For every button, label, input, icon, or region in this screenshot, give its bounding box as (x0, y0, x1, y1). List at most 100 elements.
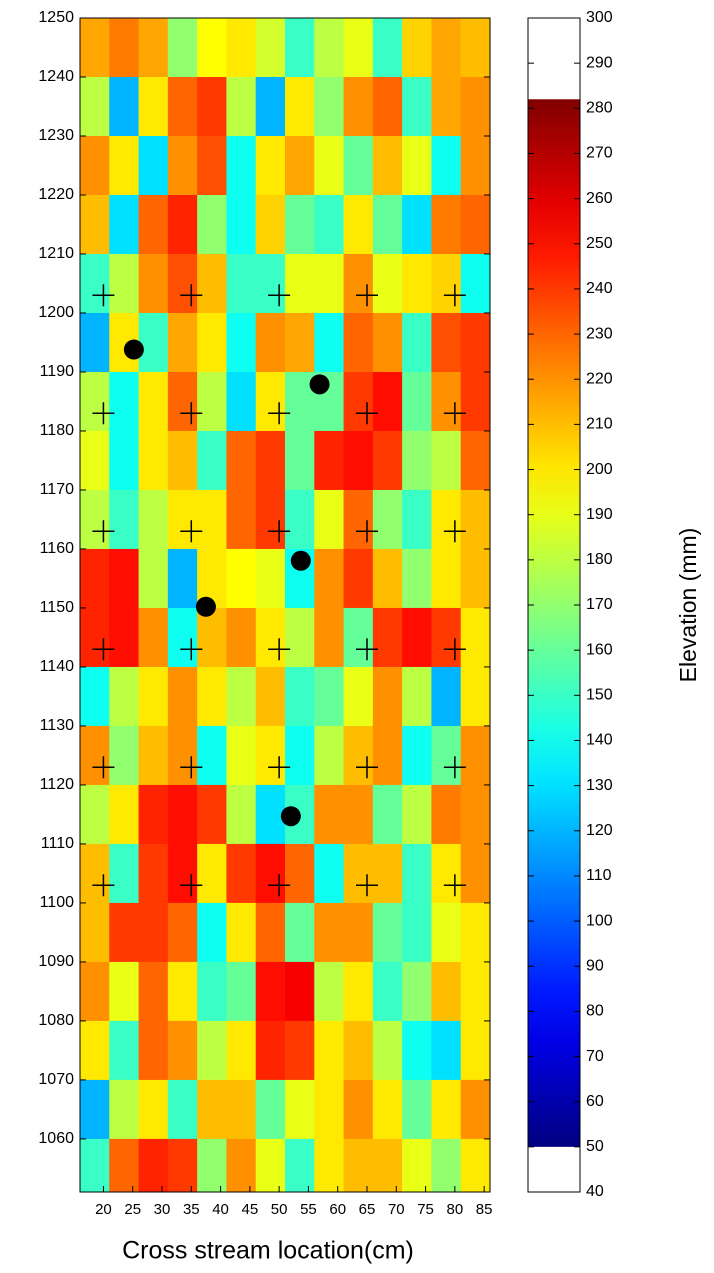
heat-cell (255, 961, 286, 1022)
heat-cell (431, 784, 462, 845)
heat-cell (197, 135, 227, 196)
heat-cell (197, 76, 227, 137)
heat-cell (314, 784, 345, 845)
heat-cell (372, 135, 403, 196)
heat-cell (431, 1138, 462, 1192)
heat-cell (226, 430, 257, 491)
heatmap (80, 18, 490, 1192)
heat-cell (80, 489, 110, 550)
heat-cell (460, 784, 490, 845)
heat-cell (460, 194, 490, 255)
heat-cell (80, 725, 110, 786)
heat-cell (226, 135, 257, 196)
heat-cell (314, 253, 345, 314)
colorbar-tick-label: 150 (586, 687, 613, 704)
heat-cell (460, 607, 490, 668)
heat-cell (255, 18, 286, 78)
heat-cell (167, 843, 198, 904)
x-tick-label: 80 (447, 1201, 464, 1218)
heat-cell (343, 1020, 374, 1081)
heat-cell (80, 18, 110, 78)
heat-cell (431, 1079, 462, 1140)
heat-cell (138, 843, 169, 904)
heat-cell (343, 371, 374, 432)
colorbar-tick-label: 220 (586, 370, 613, 387)
heat-cell (197, 843, 227, 904)
dot-marker (290, 550, 311, 571)
heat-cell (402, 135, 432, 196)
heat-cell (402, 725, 432, 786)
x-axis-label: Cross stream location(cm) (122, 1237, 414, 1265)
heat-cell (431, 666, 462, 727)
heat-cell (226, 607, 257, 668)
plus-marker (443, 402, 466, 425)
heat-cell (197, 18, 227, 78)
heat-cell (460, 76, 490, 137)
plus-marker (443, 520, 466, 543)
heat-cell (460, 312, 490, 373)
heat-cell (460, 371, 490, 432)
y-tick-label: 1170 (40, 481, 75, 498)
plus-marker (356, 638, 378, 661)
x-tick-label: 65 (359, 1201, 376, 1218)
heat-cell (255, 548, 286, 609)
heat-cell (255, 902, 286, 963)
heat-cell (402, 430, 432, 491)
heat-cell (109, 371, 140, 432)
colorbar-tick-label: 210 (586, 416, 613, 433)
heat-cell (314, 725, 345, 786)
heat-cell (255, 430, 286, 491)
heat-cell (372, 1138, 403, 1192)
colorbar-tick-label: 80 (586, 1003, 604, 1020)
heat-cell (431, 961, 462, 1022)
heat-cell (80, 1079, 110, 1140)
colorbar-tick-label: 200 (586, 461, 613, 478)
colorbar-tick-label: 290 (586, 54, 613, 71)
heat-cell (314, 312, 345, 373)
heat-cell (285, 371, 315, 432)
heat-cell (226, 725, 257, 786)
heat-cell (167, 1020, 198, 1081)
heat-cell (80, 312, 110, 373)
heat-cell (314, 1079, 345, 1140)
heat-cell (138, 312, 169, 373)
heat-cell (138, 784, 169, 845)
heat-cell (343, 725, 374, 786)
heat-cell (226, 76, 257, 137)
heat-cell (226, 489, 257, 550)
heat-cell (255, 843, 286, 904)
heat-cell (167, 784, 198, 845)
heat-cell (343, 194, 374, 255)
heat-cell (197, 430, 227, 491)
heat-cell (372, 548, 403, 609)
heat-cell (197, 1138, 227, 1192)
heat-cell (167, 607, 198, 668)
heat-cell (314, 135, 345, 196)
heat-cell (255, 371, 286, 432)
heat-cell (372, 371, 403, 432)
heat-cell (372, 253, 403, 314)
heat-cell (314, 961, 345, 1022)
colorbar-tick-label: 100 (586, 912, 613, 929)
plus-marker (443, 756, 466, 779)
x-tick-label: 70 (388, 1201, 405, 1218)
colorbar-tick-label: 240 (586, 280, 613, 297)
heat-cell (285, 607, 315, 668)
heat-cell (372, 489, 403, 550)
heat-cell (226, 371, 257, 432)
heat-cell (460, 725, 490, 786)
heat-cell (402, 961, 432, 1022)
heat-cell (343, 548, 374, 609)
heat-cell (343, 666, 374, 727)
plus-marker (268, 402, 291, 425)
heat-cell (402, 843, 432, 904)
heat-cell (343, 489, 374, 550)
plus-marker (92, 756, 115, 779)
y-tick-label: 1100 (40, 894, 75, 911)
colorbar-tick-label: 40 (586, 1183, 604, 1200)
colorbar-tick-label: 170 (586, 596, 613, 613)
heat-cell (197, 961, 227, 1022)
heat-cell (197, 784, 227, 845)
heat-cell (167, 725, 198, 786)
heat-cell (80, 961, 110, 1022)
